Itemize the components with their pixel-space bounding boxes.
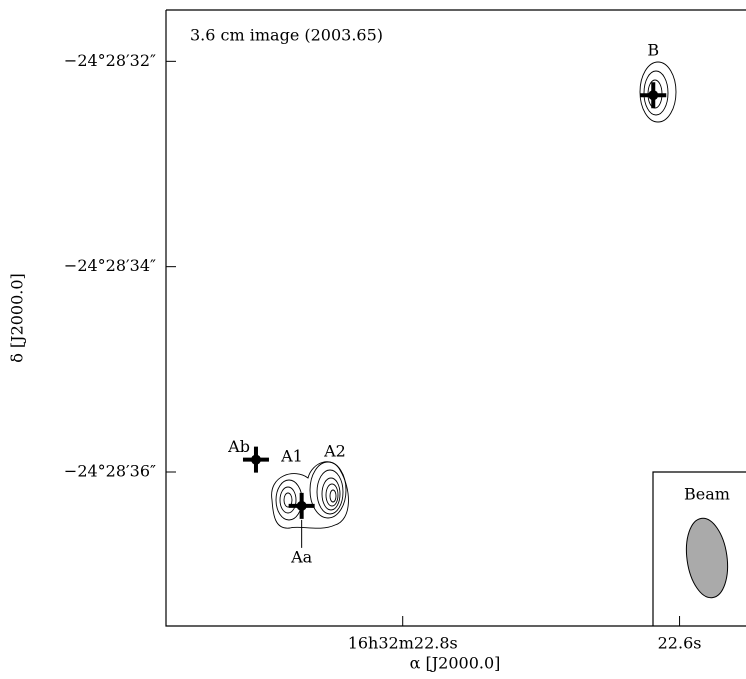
component-label: A1 [280,447,303,466]
beam-label: Beam [684,485,730,504]
source-label: Aa [290,547,313,566]
y-tick-label: −24°28′32″ [64,51,156,70]
y-axis-label: δ [J2000.0] [8,273,27,363]
x-axis-label: α [J2000.0] [410,654,501,673]
component-label: A2 [323,442,346,461]
chart: 3.6 cm image (2003.65) α [J2000.0] δ [J2… [0,0,746,679]
source-label: Ab [227,437,250,456]
source-dot [251,455,261,465]
axes-frame [166,10,746,626]
y-tick-label: −24°28′36″ [64,462,156,481]
y-tick-label: −24°28′34″ [64,256,156,275]
contour [280,487,296,513]
source-dot [297,501,307,511]
source-label: B [647,41,659,60]
beam-box: Beam [653,472,746,626]
source-dot [648,90,658,100]
x-tick-label: 16h32m22.8s [348,634,458,653]
contour [322,478,340,510]
x-tick-label: 22.6s [658,634,702,653]
beam-ellipse [682,516,733,601]
chart-title: 3.6 cm image (2003.65) [190,26,383,45]
contour [317,470,343,514]
contour [330,490,336,502]
